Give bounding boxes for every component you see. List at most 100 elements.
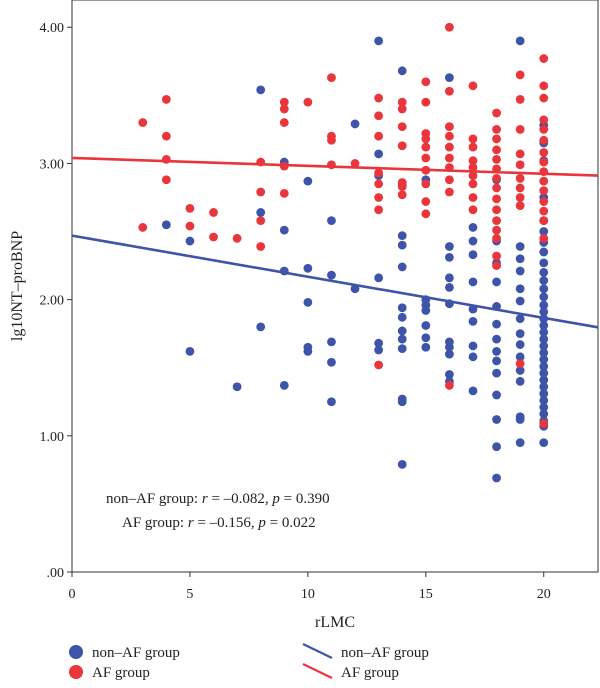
data-point [468, 193, 478, 202]
data-point [515, 149, 525, 159]
y-axis-label: lg10NT–proBNP [9, 231, 26, 341]
fit-lines [71, 156, 599, 329]
data-point [444, 342, 454, 352]
data-point [397, 312, 407, 322]
data-point [539, 368, 549, 378]
data-point [515, 284, 525, 294]
data-point [539, 227, 549, 236]
data-point [444, 242, 454, 251]
data-point [468, 250, 478, 260]
data-point [468, 317, 478, 326]
data-point [515, 174, 525, 183]
data-point [539, 382, 549, 392]
data-point [444, 122, 454, 132]
data-point [515, 352, 525, 362]
data-point [539, 321, 549, 330]
data-point [444, 73, 454, 83]
data-point [444, 142, 454, 152]
data-point [350, 159, 360, 168]
legend-line-label: non–AF group [341, 645, 429, 661]
data-point [327, 73, 336, 83]
data-point [515, 376, 525, 386]
data-point [468, 163, 478, 172]
data-point [492, 368, 501, 378]
data-point [539, 206, 549, 216]
data-point [161, 95, 171, 104]
data-point [374, 131, 384, 141]
data-point [397, 303, 407, 313]
data-point [515, 340, 525, 349]
data-point [539, 396, 549, 405]
data-point [515, 359, 525, 369]
data-point [279, 225, 289, 235]
data-point [444, 273, 454, 283]
data-point [492, 216, 501, 226]
data-point [185, 346, 195, 356]
data-point [444, 282, 454, 292]
data-point [374, 36, 384, 46]
data-point [515, 415, 525, 424]
data-point [539, 176, 549, 186]
data-point [327, 397, 336, 407]
data-point [279, 188, 289, 198]
data-point [303, 176, 313, 186]
data-point [539, 419, 549, 428]
x-tick-label: 10 [301, 587, 315, 602]
data-point [539, 307, 549, 317]
data-point [421, 179, 431, 189]
data-point [539, 135, 549, 145]
data-point [444, 22, 454, 32]
data-point [539, 355, 549, 364]
data-point [515, 296, 525, 306]
data-point [492, 442, 501, 452]
data-point [539, 93, 549, 103]
data-point [539, 233, 549, 243]
data-point [539, 124, 549, 134]
data-point [515, 36, 525, 46]
data-point [421, 197, 431, 206]
data-point [515, 193, 525, 202]
data-point [492, 473, 501, 483]
data-point [374, 168, 384, 178]
data-point [256, 216, 266, 226]
data-point [397, 141, 407, 151]
fit-line-non-af [71, 234, 599, 329]
data-point [421, 321, 431, 330]
data-point [161, 131, 171, 141]
data-point [515, 160, 525, 170]
data-point [444, 131, 454, 141]
data-point [539, 284, 549, 294]
data-point [515, 70, 525, 80]
data-point [256, 242, 266, 251]
data-point [492, 145, 501, 155]
y-tick-label: 3.00 [40, 157, 65, 172]
data-point [468, 142, 478, 152]
data-point [374, 360, 384, 370]
data-point [515, 329, 525, 339]
data-point [468, 156, 478, 166]
data-point [397, 182, 407, 191]
data-point [421, 342, 431, 352]
data-point [444, 370, 454, 379]
x-tick-label: 20 [537, 587, 551, 602]
data-point [539, 216, 549, 226]
data-point [374, 273, 384, 283]
data-point [444, 381, 454, 390]
data-point [397, 190, 407, 200]
data-point [515, 242, 525, 251]
data-point [421, 142, 431, 152]
data-point [539, 348, 549, 358]
x-tick-label: 0 [69, 587, 76, 602]
x-tick-label: 15 [419, 587, 433, 602]
data-point [185, 236, 195, 246]
data-point [492, 225, 501, 235]
data-point [161, 220, 171, 230]
x-tick-label: 5 [186, 587, 193, 602]
data-point [444, 153, 454, 163]
data-point [444, 187, 454, 197]
data-point [492, 334, 501, 344]
data-point [539, 292, 549, 302]
data-point [397, 240, 407, 250]
data-point [185, 203, 195, 213]
